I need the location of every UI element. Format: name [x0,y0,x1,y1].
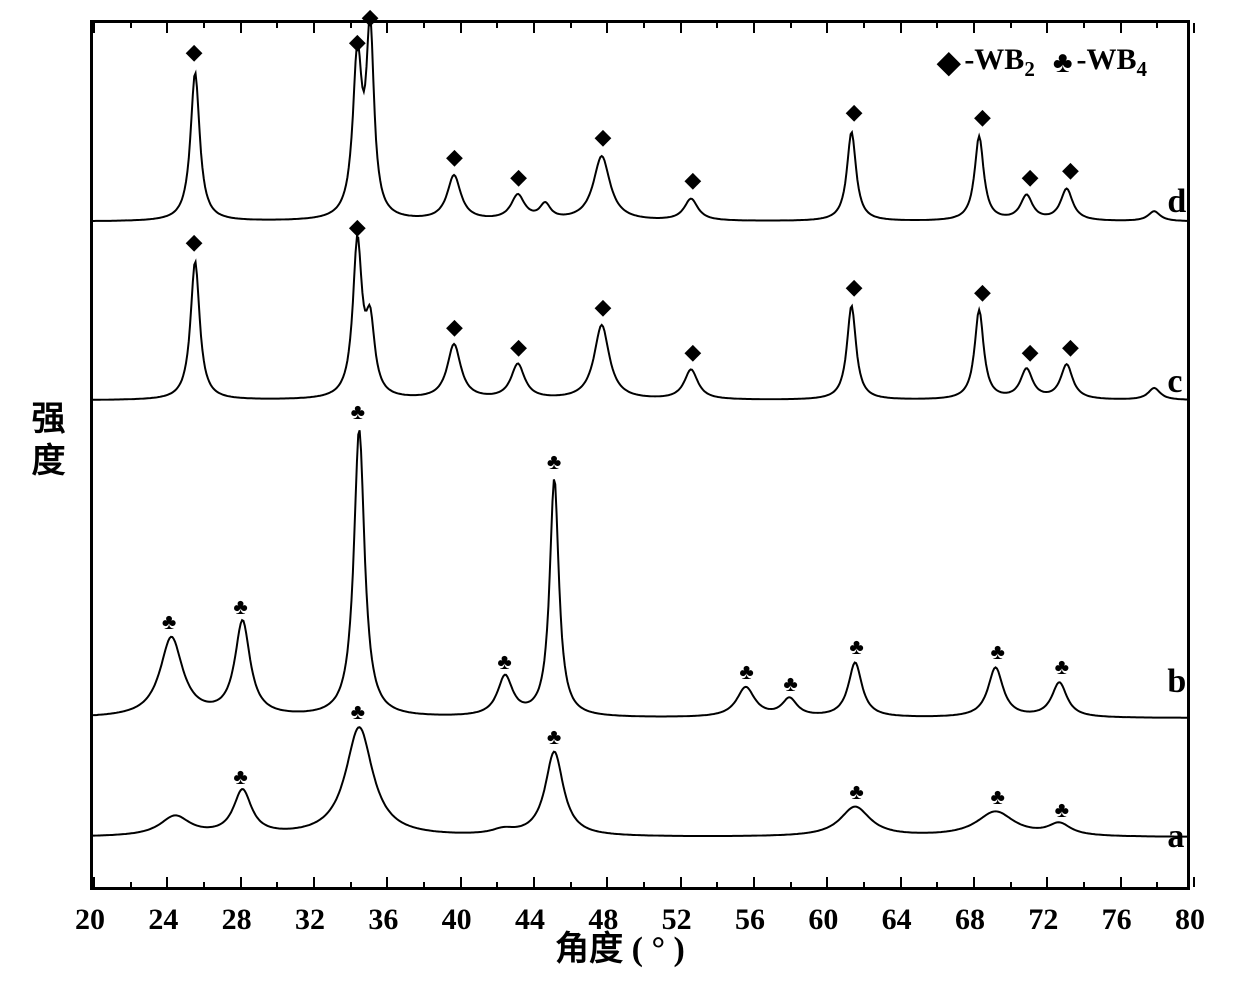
curve-label-b: b [1167,663,1186,701]
x-axis-label: 角度 ( ° ) [555,921,685,970]
curve-labels-layer: a b c d [93,23,1187,887]
y-axis-label: 强度 [20,400,69,484]
x-tick-label: 44 [515,903,545,937]
club-icon: ♣ [1053,46,1073,80]
x-tick-label: 20 [75,903,105,937]
legend: ◆ -WB2 ♣ -WB4 [937,43,1147,82]
diamond-icon: ◆ [937,45,960,80]
legend-label-wb4: -WB4 [1077,43,1148,82]
x-tick-label: 28 [222,903,252,937]
x-tick-label: 40 [442,903,472,937]
x-tick-label: 76 [1102,903,1132,937]
curve-label-d: d [1167,183,1186,221]
legend-label-wb2: -WB2 [964,43,1035,82]
legend-item-wb4: ♣ -WB4 [1053,43,1147,82]
curve-label-c: c [1167,363,1182,401]
x-tick-label: 64 [882,903,912,937]
x-tick-label: 60 [808,903,838,937]
x-tick-label: 80 [1175,903,1205,937]
x-tick-label: 56 [735,903,765,937]
x-tick-label: 72 [1028,903,1058,937]
curve-label-a: a [1167,818,1184,856]
x-tick-label: 24 [148,903,178,937]
legend-item-wb2: ◆ -WB2 [937,43,1035,82]
x-tick-label: 68 [955,903,985,937]
x-tick-label: 36 [368,903,398,937]
chart-frame: ♣♣♣♣♣♣♣♣♣♣♣♣♣♣♣♣◆◆◆◆◆◆◆◆◆◆◆◆◆◆◆◆◆◆◆◆◆ ab… [90,20,1190,890]
x-tick-label: 32 [295,903,325,937]
